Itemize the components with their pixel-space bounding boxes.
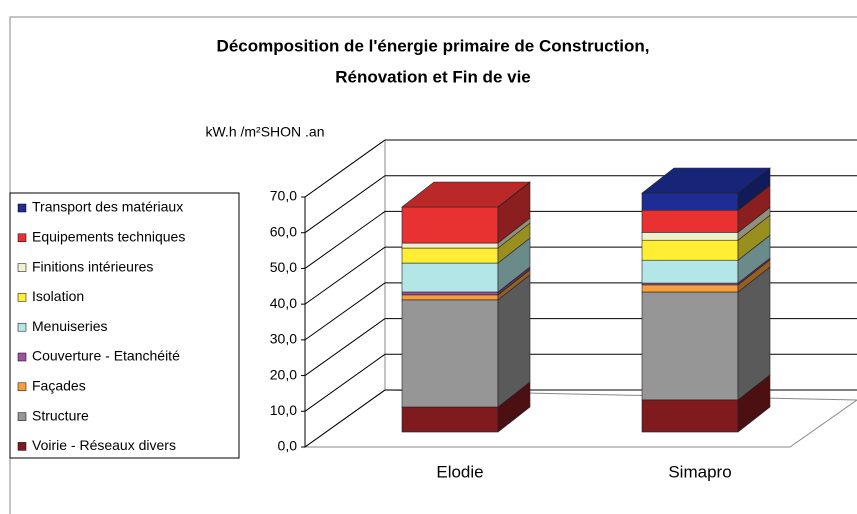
y-tick-label: 0,0 — [278, 438, 298, 454]
legend-label: Couverture - Etanchéité — [32, 348, 180, 364]
legend-label: Equipements techniques — [32, 229, 185, 245]
bar-segment — [641, 284, 739, 293]
bar-segment — [641, 259, 739, 284]
legend-box — [9, 192, 240, 459]
y-tick-label: 20,0 — [270, 366, 297, 382]
y-tick-label: 50,0 — [270, 259, 297, 275]
bar-segment — [401, 406, 499, 433]
legend-swatch — [17, 382, 27, 392]
legend-swatch — [17, 263, 27, 272]
bar-segment — [401, 291, 499, 296]
bar-segment — [641, 192, 739, 211]
legend-label: Voirie - Réseaux divers — [32, 437, 176, 453]
legend-label: Isolation — [32, 288, 84, 304]
bar-segment — [641, 232, 739, 241]
bar-segment — [641, 239, 739, 261]
bar-segment — [401, 242, 499, 249]
chart-title: Décomposition de l'énergie primaire de C… — [217, 36, 650, 55]
y-tick-label: 70,0 — [270, 188, 297, 204]
legend-swatch — [17, 352, 27, 362]
legend-swatch — [17, 293, 27, 302]
bar-segment — [641, 291, 739, 401]
bar-top — [641, 167, 771, 194]
y-tick-label: 40,0 — [270, 295, 297, 311]
y-tick-label: 60,0 — [270, 223, 297, 239]
bar-side — [497, 181, 531, 208]
legend-swatch — [17, 322, 27, 332]
chart-subtitle: Rénovation et Fin de vie — [335, 67, 531, 86]
legend-swatch — [17, 233, 27, 243]
legend-label: Menuiseries — [32, 318, 107, 334]
y-tick-label: 10,0 — [270, 402, 297, 418]
x-tick-label: Simapro — [668, 462, 731, 481]
legend-label: Transport des matériaux — [32, 199, 183, 215]
grid-line — [304, 139, 857, 198]
y-tick-label: 30,0 — [270, 331, 297, 347]
bar-segment — [401, 262, 499, 293]
bar-segment — [641, 399, 739, 433]
bar-segment — [401, 299, 499, 408]
bar-segment — [401, 206, 499, 244]
bar-segment — [641, 209, 739, 233]
legend-swatch — [17, 412, 27, 421]
legend-label: Structure — [32, 407, 89, 423]
legend-label: Finitions intérieures — [32, 258, 153, 274]
legend-label: Façades — [32, 378, 86, 394]
x-tick-label: Elodie — [436, 462, 483, 481]
legend-swatch — [17, 203, 27, 213]
bar-segment — [401, 294, 499, 301]
legend-swatch — [17, 442, 27, 451]
y-axis-label: kW.h /m²SHON .an — [205, 124, 324, 140]
bar-segment — [401, 247, 499, 264]
